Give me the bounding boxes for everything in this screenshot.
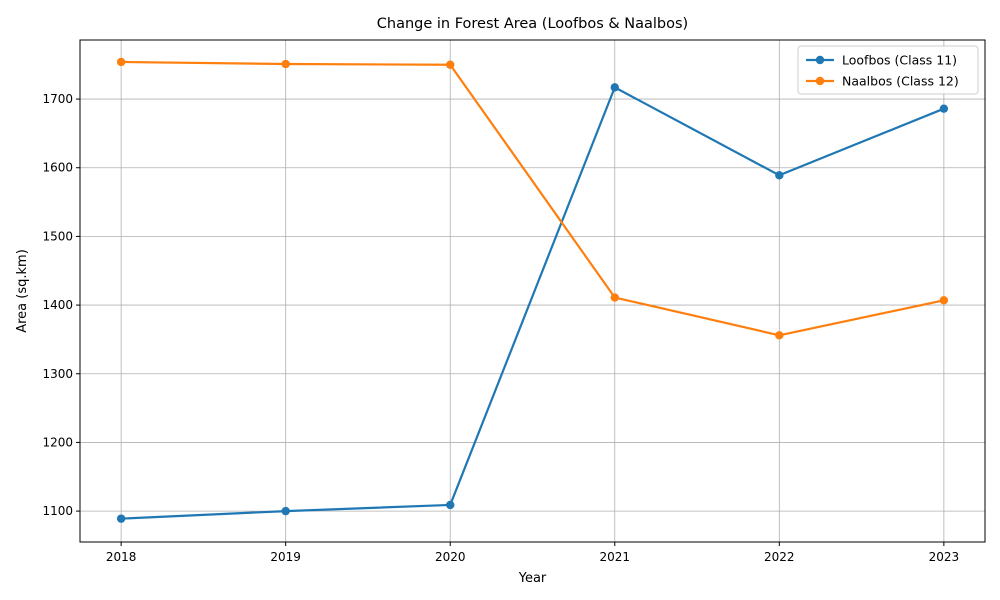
series-line	[121, 60, 945, 337]
axis-ticks: 2018 2019 2020 2021 2022 2023 1100 1200 1300 1400…	[42, 92, 959, 564]
legend-marker	[815, 76, 825, 86]
data-point	[281, 506, 290, 516]
data-point	[775, 171, 784, 180]
chart-title: Change in Forest Area (Loofbos & Naalbos…	[377, 16, 688, 32]
y-tick-label: 1200	[42, 435, 73, 449]
data-point	[939, 104, 949, 113]
plot-frame	[79, 39, 986, 543]
series-1	[116, 83, 949, 523]
x-tick-label: 2022	[764, 550, 795, 564]
y-tick-label: 1300	[42, 367, 73, 381]
x-axis-label: Year	[518, 571, 547, 586]
y-tick-label: 1500	[42, 229, 73, 243]
legend: Loofbos (Class 11) Naalbos (Class 12)	[797, 45, 979, 95]
data-point	[116, 57, 126, 67]
legend-entry: Loofbos (Class 11)	[806, 53, 957, 68]
y-axis-label: Area (sq.km)	[15, 249, 30, 333]
data-point	[281, 59, 290, 69]
legend-marker	[815, 55, 825, 65]
y-tick-label: 1400	[42, 298, 73, 312]
legend-box	[797, 45, 979, 95]
data-point	[446, 500, 455, 510]
data-point	[939, 296, 949, 305]
legend-label: Loofbos (Class 11)	[842, 53, 957, 68]
series-line	[121, 86, 945, 520]
grid-lines	[80, 40, 985, 542]
x-tick-label: 2020	[435, 550, 466, 564]
data-point	[446, 60, 455, 69]
series-2	[116, 57, 949, 340]
y-tick-label: 1600	[42, 161, 73, 175]
y-tick-label: 1100	[42, 504, 73, 518]
data-point	[610, 293, 619, 302]
legend-entry: Naalbos (Class 12)	[806, 74, 959, 89]
series-layer	[116, 57, 949, 523]
x-tick-label: 2023	[929, 550, 960, 564]
x-tick-label: 2018	[106, 550, 137, 564]
legend-entries: Loofbos (Class 11) Naalbos (Class 12)	[806, 53, 959, 89]
data-point	[610, 83, 619, 92]
legend-label: Naalbos (Class 12)	[842, 74, 959, 89]
x-tick-label: 2021	[599, 550, 630, 564]
y-tick-label: 1700	[42, 92, 73, 106]
data-point	[775, 331, 784, 340]
data-point	[116, 514, 126, 523]
x-tick-label: 2019	[270, 550, 301, 564]
